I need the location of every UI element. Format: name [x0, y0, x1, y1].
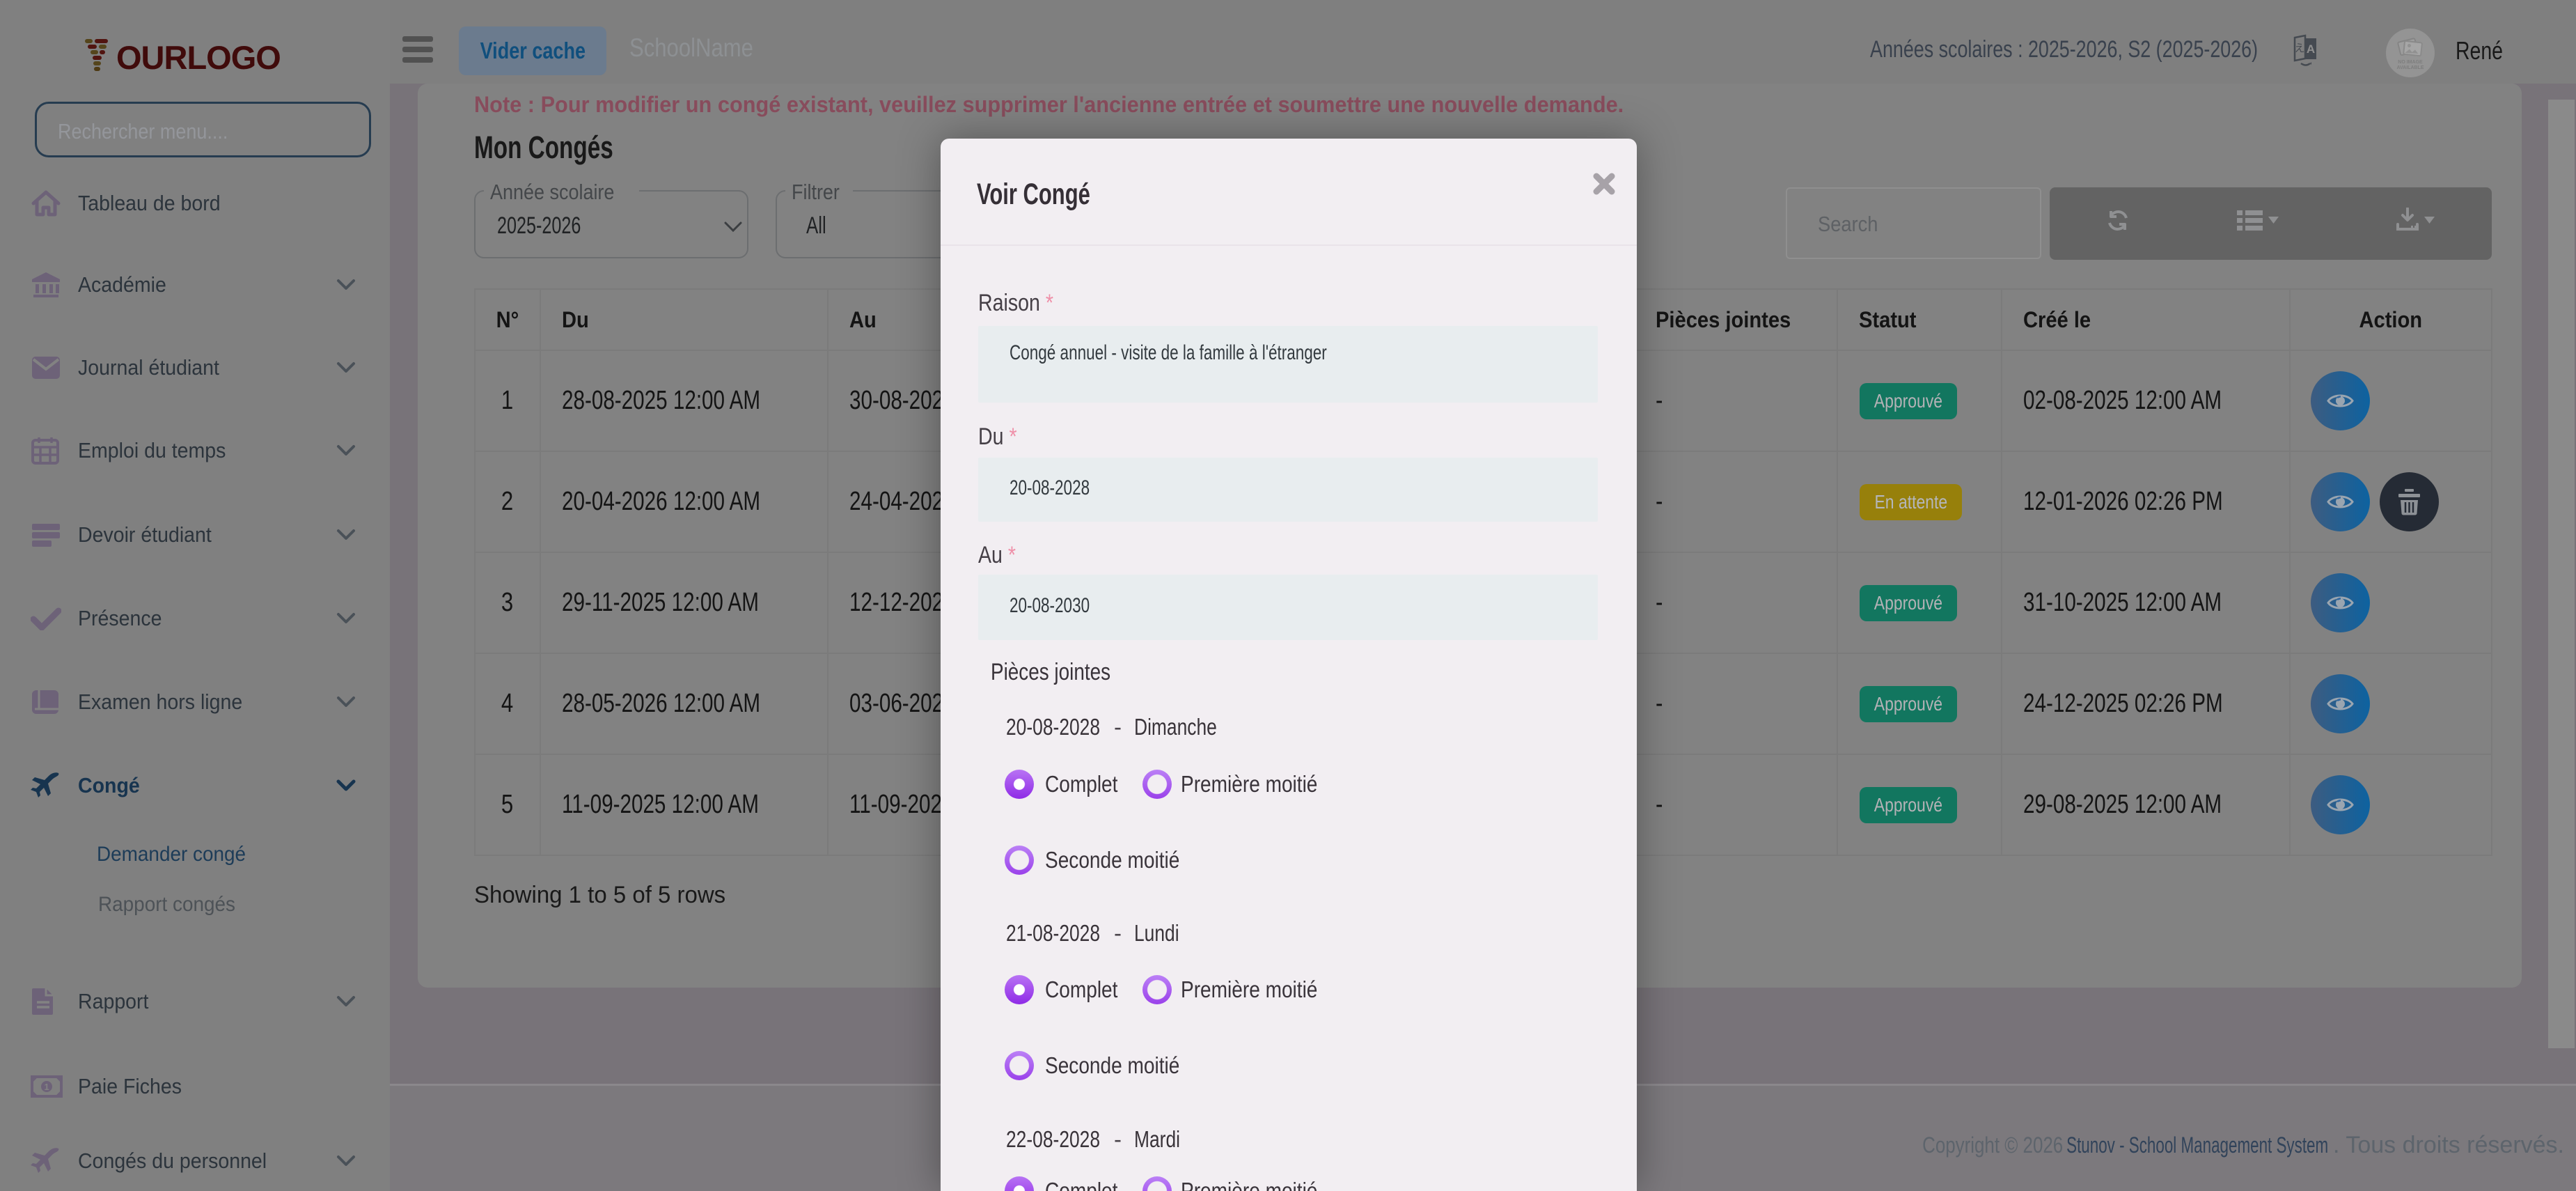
- svg-text:え: え: [2294, 42, 2304, 54]
- svg-text:NO IMAGE: NO IMAGE: [2398, 60, 2423, 65]
- svg-text:A: A: [2307, 42, 2315, 56]
- svg-text:AVAILABLE: AVAILABLE: [2396, 65, 2424, 70]
- svg-text:1: 1: [44, 1082, 49, 1092]
